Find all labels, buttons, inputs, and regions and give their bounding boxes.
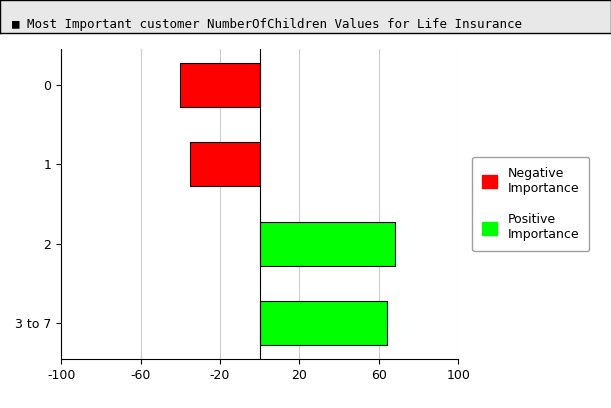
Bar <box>260 301 387 345</box>
Legend: Negative
Importance, Positive
Importance: Negative Importance, Positive Importance <box>472 157 589 251</box>
Bar <box>180 63 260 107</box>
Bar <box>260 222 395 266</box>
Text: ■ Most Important customer NumberOfChildren Values for Life Insurance: ■ Most Important customer NumberOfChildr… <box>12 18 522 31</box>
Bar <box>190 142 260 186</box>
